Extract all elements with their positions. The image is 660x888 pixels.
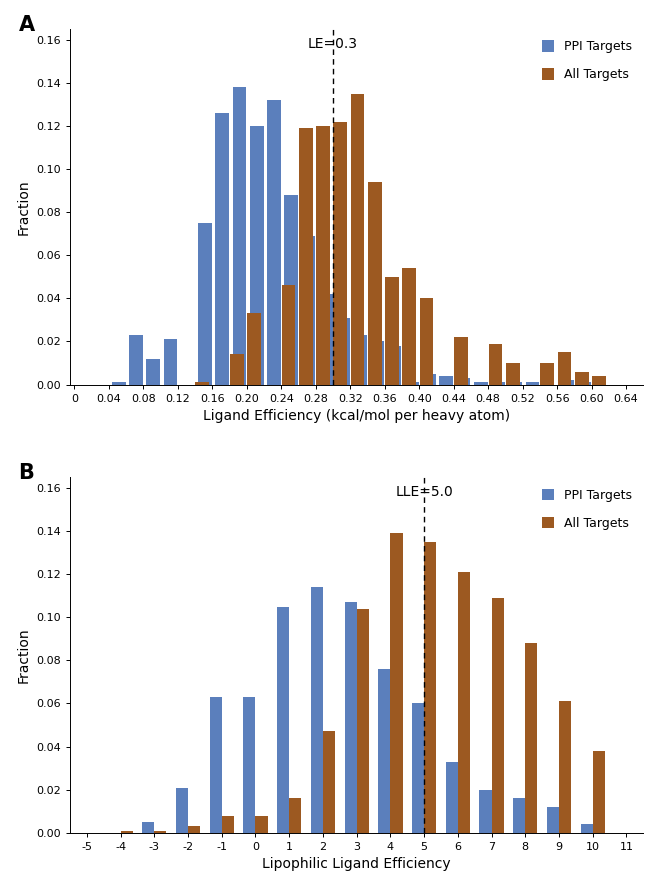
Bar xyxy=(248,313,261,385)
Bar xyxy=(188,827,200,833)
Bar xyxy=(353,335,367,385)
Y-axis label: Fraction: Fraction xyxy=(16,179,30,234)
Bar xyxy=(422,374,436,385)
Bar xyxy=(333,122,347,385)
Bar xyxy=(581,824,593,833)
Bar xyxy=(479,789,492,833)
Legend: PPI Targets, All Targets: PPI Targets, All Targets xyxy=(537,36,637,86)
Bar xyxy=(289,798,302,833)
Bar xyxy=(147,359,160,385)
Bar xyxy=(405,383,418,385)
Bar xyxy=(424,542,436,833)
Bar xyxy=(154,830,166,833)
Bar xyxy=(491,383,505,385)
Bar xyxy=(249,126,263,385)
Bar xyxy=(215,113,229,385)
Bar xyxy=(578,383,591,385)
Bar xyxy=(593,751,605,833)
Bar xyxy=(350,94,364,385)
Bar xyxy=(488,344,502,385)
Bar xyxy=(440,376,453,385)
Bar xyxy=(323,732,335,833)
Legend: PPI Targets, All Targets: PPI Targets, All Targets xyxy=(537,483,637,535)
Bar xyxy=(403,268,416,385)
Y-axis label: Fraction: Fraction xyxy=(16,627,30,683)
Bar xyxy=(506,363,519,385)
Bar xyxy=(560,380,574,385)
Bar xyxy=(513,798,525,833)
Bar xyxy=(164,339,178,385)
Bar xyxy=(525,383,539,385)
Bar xyxy=(244,697,255,833)
Bar xyxy=(385,277,399,385)
Bar xyxy=(492,598,504,833)
Bar xyxy=(277,607,289,833)
X-axis label: Lipophilic Ligand Efficiency: Lipophilic Ligand Efficiency xyxy=(263,857,451,871)
Bar xyxy=(121,830,133,833)
Bar xyxy=(420,298,434,385)
Bar xyxy=(370,342,384,385)
Bar xyxy=(210,697,222,833)
Text: B: B xyxy=(18,463,34,483)
Bar xyxy=(267,100,280,385)
Bar xyxy=(319,294,333,385)
Bar xyxy=(284,195,298,385)
Bar xyxy=(525,643,537,833)
Bar xyxy=(474,383,488,385)
Bar xyxy=(559,702,571,833)
Bar xyxy=(541,363,554,385)
Text: A: A xyxy=(18,15,34,35)
Bar xyxy=(558,353,572,385)
Bar xyxy=(222,815,234,833)
Bar xyxy=(458,572,470,833)
Bar xyxy=(230,354,244,385)
Bar xyxy=(112,383,125,385)
Bar xyxy=(232,87,246,385)
Bar xyxy=(282,285,296,385)
Text: LE=0.3: LE=0.3 xyxy=(308,37,358,51)
Bar xyxy=(454,337,468,385)
Bar xyxy=(311,587,323,833)
Bar xyxy=(316,126,330,385)
Bar xyxy=(176,788,188,833)
Bar xyxy=(547,807,559,833)
Bar xyxy=(129,335,143,385)
Bar xyxy=(446,762,458,833)
Bar xyxy=(575,372,589,385)
Bar xyxy=(198,223,212,385)
Bar xyxy=(336,318,350,385)
Bar xyxy=(345,602,356,833)
Bar xyxy=(356,608,369,833)
Bar xyxy=(195,383,209,385)
Bar xyxy=(592,376,606,385)
Bar xyxy=(302,236,315,385)
Bar xyxy=(299,128,313,385)
Bar xyxy=(508,383,522,385)
Bar xyxy=(457,378,471,385)
Bar xyxy=(412,703,424,833)
Bar xyxy=(368,182,381,385)
Bar xyxy=(255,815,268,833)
X-axis label: Ligand Efficiency (kcal/mol per heavy atom): Ligand Efficiency (kcal/mol per heavy at… xyxy=(203,409,510,424)
Bar xyxy=(387,345,401,385)
Bar xyxy=(378,669,391,833)
Bar xyxy=(391,534,403,833)
Bar xyxy=(142,822,154,833)
Text: LLE=5.0: LLE=5.0 xyxy=(395,485,453,499)
